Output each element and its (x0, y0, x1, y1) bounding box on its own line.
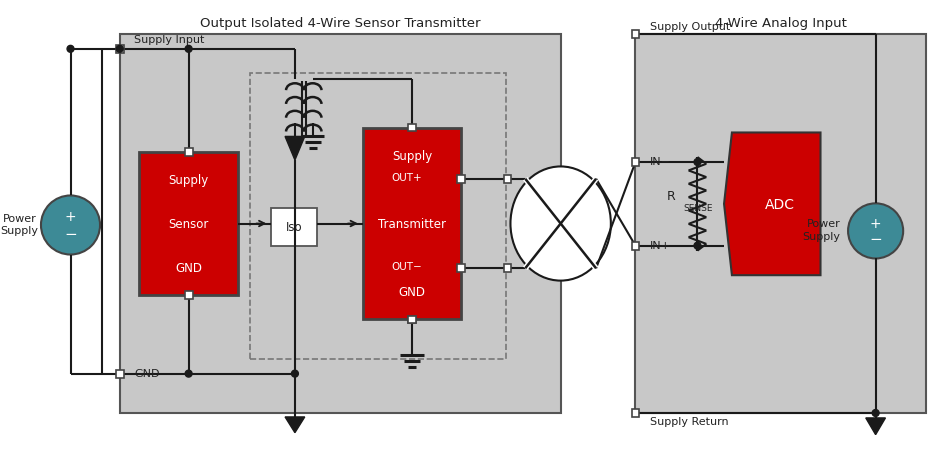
Ellipse shape (510, 167, 611, 281)
Bar (272, 209, 317, 246)
Text: Output Isolated 4-Wire Sensor Transmitter: Output Isolated 4-Wire Sensor Transmitte… (200, 17, 480, 30)
Circle shape (185, 46, 192, 53)
Text: GND: GND (175, 261, 202, 274)
Text: Power: Power (807, 219, 840, 229)
Circle shape (872, 410, 879, 417)
Polygon shape (724, 133, 821, 276)
Text: +: + (65, 210, 76, 224)
Bar (458, 175, 465, 183)
Bar (184, 149, 193, 157)
Circle shape (694, 243, 701, 249)
Bar (632, 31, 639, 39)
Bar (504, 175, 511, 183)
Bar (139, 153, 238, 295)
Text: Supply: Supply (392, 149, 432, 162)
Bar (458, 265, 465, 273)
Bar (635, 35, 926, 413)
Bar (632, 242, 639, 250)
Text: SENSE: SENSE (683, 204, 713, 213)
Circle shape (848, 204, 903, 259)
Text: ADC: ADC (765, 198, 795, 212)
Text: Transmitter: Transmitter (378, 217, 446, 230)
Text: OUT−: OUT− (392, 262, 422, 272)
Text: IN−: IN− (650, 156, 671, 167)
Bar (504, 265, 511, 273)
Text: Supply Input: Supply Input (134, 35, 205, 45)
Text: IN+: IN+ (650, 240, 671, 250)
Text: R: R (667, 190, 676, 203)
Text: −: − (870, 232, 882, 247)
Bar (408, 316, 416, 324)
Bar (632, 409, 639, 417)
Polygon shape (285, 137, 305, 161)
Text: Sensor: Sensor (168, 217, 209, 230)
Text: OUT+: OUT+ (392, 172, 422, 182)
Bar (363, 128, 462, 320)
Text: −: − (64, 227, 77, 242)
Circle shape (117, 46, 123, 53)
Text: Supply Output: Supply Output (650, 22, 730, 32)
Bar (119, 35, 560, 413)
Bar (184, 291, 193, 299)
Circle shape (67, 46, 74, 53)
Circle shape (694, 159, 701, 166)
Bar (116, 46, 124, 54)
Circle shape (41, 196, 100, 255)
Polygon shape (285, 417, 305, 433)
Bar (250, 74, 506, 359)
Text: GND: GND (134, 368, 160, 378)
Text: Supply: Supply (802, 231, 840, 241)
Circle shape (185, 370, 192, 377)
Text: Power: Power (3, 214, 37, 224)
Text: GND: GND (399, 286, 426, 299)
Bar (116, 370, 124, 378)
Polygon shape (866, 418, 885, 435)
Text: Iso: Iso (286, 221, 303, 234)
Text: 4-Wire Analog Input: 4-Wire Analog Input (714, 17, 847, 30)
Bar (408, 124, 416, 132)
Bar (408, 316, 416, 324)
Text: Supply Return: Supply Return (650, 416, 728, 426)
Circle shape (291, 370, 298, 377)
Text: Supply: Supply (168, 174, 209, 187)
Text: +: + (870, 216, 882, 230)
Bar (632, 159, 639, 166)
Text: Supply: Supply (0, 226, 39, 235)
